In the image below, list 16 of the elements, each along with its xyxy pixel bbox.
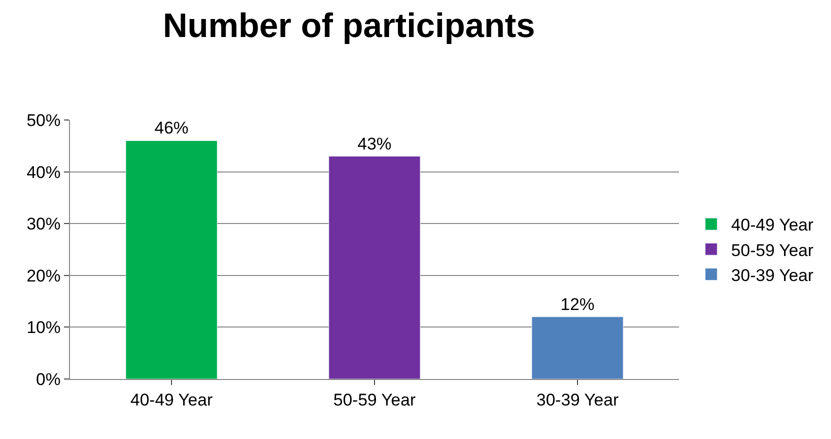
y-tick-label: 10% (26, 318, 61, 338)
y-tick-label: 50% (26, 110, 61, 130)
y-tick-label: 30% (26, 214, 61, 234)
data-label: 43% (357, 134, 392, 154)
legend-label: 50-59 Year (731, 240, 814, 260)
y-tick-label: 0% (36, 370, 61, 389)
data-label: 46% (154, 118, 189, 138)
legend-label: 30-39 Year (731, 266, 814, 285)
y-tick-label: 20% (26, 266, 61, 286)
x-tick-label: 30-39 Year (536, 390, 619, 410)
x-tick-label: 50-59 Year (333, 390, 416, 410)
data-label: 12% (560, 294, 595, 314)
chart-title: Number of participants (162, 6, 536, 45)
y-tick-label: 40% (26, 162, 61, 182)
legend-label: 40-49 Year (731, 216, 814, 235)
x-tick-label: 40-49 Year (130, 390, 213, 410)
